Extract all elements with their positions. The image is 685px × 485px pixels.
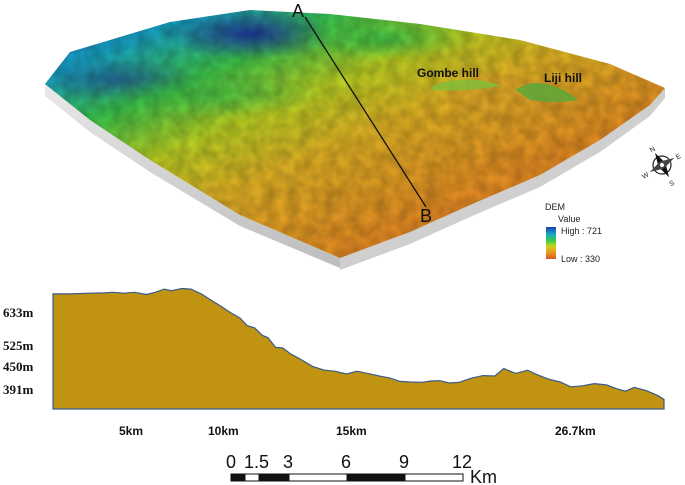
- legend-subtitle: Value: [558, 214, 580, 224]
- gombe-hill-relief: [432, 79, 500, 91]
- scale-tick-6: 6: [341, 452, 351, 472]
- scale-frame: [230, 473, 464, 482]
- profile-y-axis-labels: 633m 525m 450m 391m: [3, 305, 34, 397]
- scale-seg-5: [347, 474, 405, 481]
- scale-tick-12: 12: [452, 452, 472, 472]
- dem-base-left: [45, 84, 340, 268]
- compass-n: N: [649, 146, 657, 155]
- dem-base-right: [340, 88, 665, 270]
- profile-line: [304, 16, 427, 208]
- compass-w: W: [641, 171, 651, 181]
- profile-area: [52, 287, 665, 410]
- legend-title: DEM: [545, 202, 565, 212]
- scale-tick-1-5: 1.5: [244, 452, 269, 472]
- profile-start-label: A: [292, 1, 304, 21]
- x-label-5km: 5km: [119, 424, 143, 438]
- liji-hill-relief: [515, 82, 578, 102]
- y-label-525: 525m: [3, 338, 34, 353]
- y-label-633: 633m: [3, 305, 34, 320]
- legend-high-label: High : 721: [561, 226, 602, 236]
- y-label-391: 391m: [3, 382, 34, 397]
- compass-e: E: [675, 153, 683, 162]
- dem-legend: DEM Value High : 721 Low : 330: [545, 202, 602, 264]
- scale-unit: Km: [470, 467, 497, 485]
- scale-seg-1: [231, 474, 245, 481]
- scale-seg-2: [244, 473, 260, 482]
- scale-tick-3: 3: [283, 452, 293, 472]
- compass-s: S: [668, 180, 676, 189]
- north-arrow: N E S W: [641, 146, 683, 189]
- elevation-profile: 633m 525m 450m 391m 5km 10km 15km 26.7km: [3, 287, 665, 438]
- legend-low-label: Low : 330: [561, 254, 600, 264]
- scale-seg-3: [259, 474, 289, 481]
- scale-tick-0: 0: [226, 452, 236, 472]
- scale-tick-9: 9: [399, 452, 409, 472]
- gombe-hill-label: Gombe hill: [417, 66, 479, 80]
- profile-x-axis-labels: 5km 10km 15km 26.7km: [119, 424, 596, 438]
- y-label-450: 450m: [3, 359, 34, 374]
- scale-seg-4: [288, 473, 348, 482]
- scale-seg-6: [404, 473, 464, 482]
- x-label-10km: 10km: [208, 424, 239, 438]
- scale-bar: 0 1.5 3 6 9 12 Km: [226, 452, 497, 485]
- profile-end-label: B: [420, 206, 432, 226]
- x-label-26-7km: 26.7km: [555, 424, 596, 438]
- x-label-15km: 15km: [336, 424, 367, 438]
- liji-hill-label: Liji hill: [544, 71, 582, 85]
- legend-color-ramp: [546, 227, 556, 259]
